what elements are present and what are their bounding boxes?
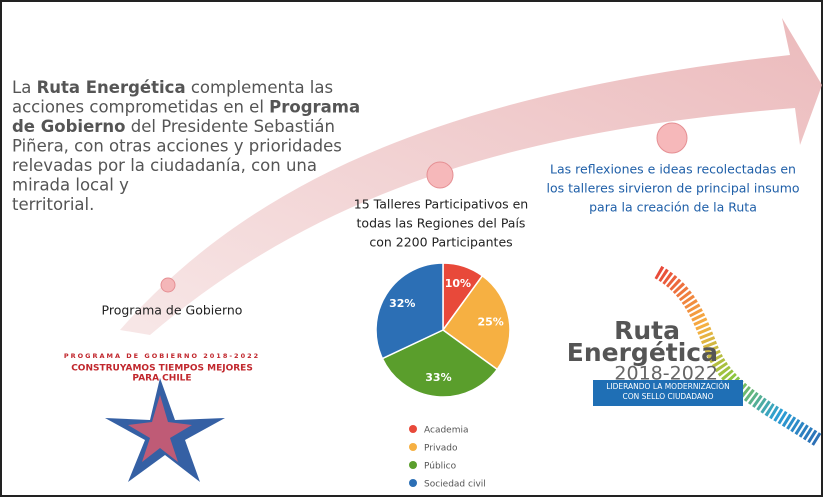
legend-label: Sociedad civil (424, 480, 486, 490)
intro-line: territorial. (12, 195, 94, 214)
intro-run: de Gobierno (12, 117, 126, 136)
intro-line: Piñera, con otras acciones y prioridades (12, 136, 342, 155)
intro-run: del Presidente Sebastián (126, 117, 336, 136)
legend-swatch (409, 425, 417, 433)
intro-run: acciones comprometidas en el (12, 97, 269, 116)
milestone-label: Las reflexiones e ideas recolectadas en (550, 162, 796, 177)
intro-run: complementa las (186, 78, 334, 97)
ruta-logo-tagline: LIDERANDO LA MODERNIZACIÓN (606, 382, 730, 391)
intro-run: La (12, 78, 37, 97)
pie-value-label: 32% (389, 297, 415, 310)
legend-label: Privado (424, 444, 458, 454)
pie-value-label: 10% (445, 277, 471, 290)
intro-run: Piñera, con otras acciones y prioridades (12, 136, 342, 155)
intro-line: La Ruta Energética complementa las (12, 78, 333, 97)
pie-value-label: 25% (477, 315, 503, 328)
pie-value-label: 33% (425, 371, 451, 384)
legend-swatch (409, 443, 417, 451)
legend-label: Público (424, 462, 457, 472)
milestone-label: 15 Talleres Participativos en (354, 197, 528, 212)
intro-line: relevadas por la ciudadanía, con una (12, 156, 317, 175)
legend-swatch (409, 479, 417, 487)
milestone-label: todas las Regiones del País (357, 216, 526, 231)
intro-run: territorial. (12, 195, 94, 214)
milestone-dot (161, 278, 175, 292)
program-logo-text: PROGRAMA DE GOBIERNO 2018-2022 (64, 352, 260, 360)
ruta-logo-tagline: CON SELLO CIUDADANO (622, 392, 713, 401)
milestone-label: Programa de Gobierno (102, 303, 243, 318)
program-logo-text: CONSTRUYAMOS TIEMPOS MEJORES (71, 364, 253, 374)
milestone-label: para la creación de la Ruta (589, 200, 757, 215)
intro-run: mirada local y (12, 175, 129, 194)
slide: La Ruta Energética complementa lasaccion… (0, 0, 823, 497)
program-logo-text: PARA CHILE (132, 374, 191, 384)
milestone-dot (657, 123, 687, 153)
intro-line: acciones comprometidas en el Programa (12, 97, 360, 116)
milestone-label: los talleres sirvieron de principal insu… (546, 181, 799, 196)
intro-run: Ruta Energética (37, 78, 186, 97)
intro-line: de Gobierno del Presidente Sebastián (12, 117, 335, 136)
milestone-dot (427, 162, 453, 188)
intro-run: Programa (269, 97, 360, 116)
milestone-label: con 2200 Participantes (369, 235, 512, 250)
legend-label: Academia (424, 426, 469, 436)
intro-line: mirada local y (12, 175, 129, 194)
intro-run: relevadas por la ciudadanía, con una (12, 156, 317, 175)
legend-swatch (409, 461, 417, 469)
